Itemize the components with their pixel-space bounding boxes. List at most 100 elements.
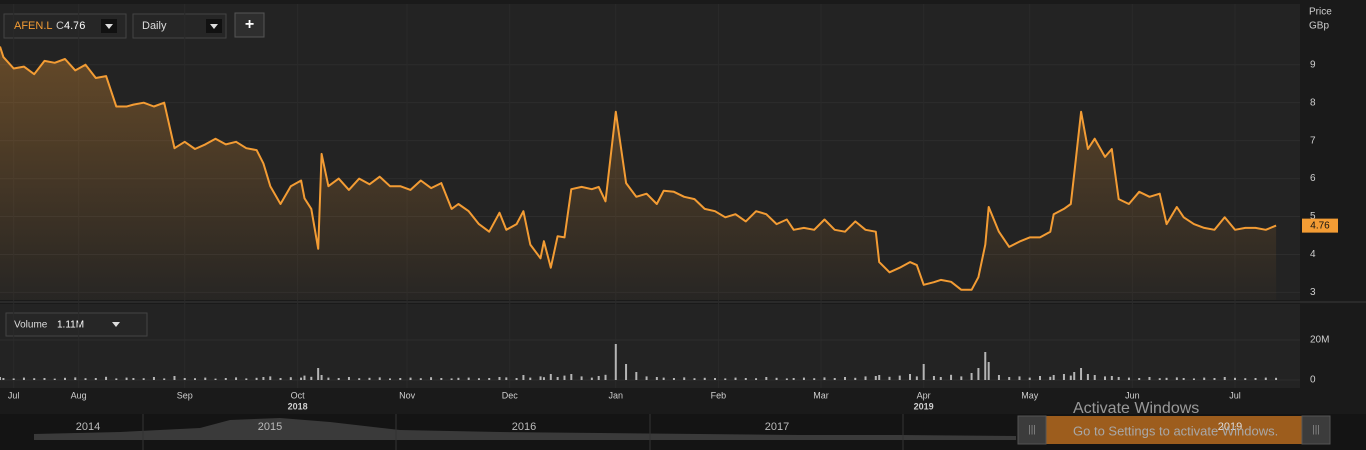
x-tick-label: Apr: [917, 390, 931, 400]
last-price-tag: [1302, 218, 1338, 233]
navigator-handle-left[interactable]: [1017, 415, 1047, 445]
volume-bar: [132, 378, 135, 380]
volume-bar: [505, 377, 508, 380]
volume-bar: [53, 378, 56, 380]
volume-bar: [662, 377, 665, 380]
volume-bar: [854, 377, 857, 380]
volume-bar: [1062, 374, 1065, 380]
volume-bar: [1182, 378, 1185, 380]
nav-year: 2017: [765, 421, 789, 433]
nav-year: 2016: [512, 421, 536, 433]
volume-bar: [960, 376, 963, 380]
navigator-handle-right[interactable]: [1301, 415, 1331, 445]
volume-bar: [74, 377, 77, 380]
close-label: C: [56, 20, 64, 32]
volume-bar: [693, 378, 696, 380]
handle-grip: |||: [1312, 425, 1320, 436]
volume-bar: [522, 375, 525, 380]
volume-bar: [570, 374, 573, 380]
volume-bar: [556, 377, 559, 380]
y-tick-label: 4: [1310, 249, 1316, 260]
price-line: [0, 46, 1277, 291]
volume-bar: [734, 377, 737, 380]
volume-bar: [64, 377, 66, 380]
volume-bar: [1110, 376, 1113, 380]
y-axis-label: Price: [1309, 7, 1332, 18]
volume-bar: [224, 378, 227, 380]
volume-bar: [1104, 376, 1106, 380]
volume-bar: [43, 378, 46, 380]
volume-bar: [163, 378, 166, 380]
y-tick-label: 6: [1310, 173, 1316, 184]
volume-current: 1.11M: [57, 320, 84, 331]
navigator-selection[interactable]: [1046, 416, 1302, 444]
volume-bar: [279, 378, 282, 380]
volume-bar: [1192, 378, 1195, 380]
volume-bar: [467, 377, 470, 380]
volume-bar: [457, 377, 460, 380]
volume-bar: [0, 377, 1, 380]
volume-bar: [440, 378, 443, 380]
volume-panel: [0, 304, 1300, 388]
volume-bar: [1138, 378, 1141, 380]
x-tick-label: Jun: [1125, 390, 1140, 400]
volume-bar: [950, 374, 953, 380]
arrow-icon: [105, 24, 113, 29]
y-tick-label: 20M: [1310, 335, 1329, 346]
volume-bar: [409, 377, 412, 380]
x-tick-label: Sep: [177, 390, 193, 400]
add-icon: +: [245, 16, 254, 33]
volume-bar: [655, 377, 658, 380]
volume-bar: [703, 377, 706, 380]
volume-bar: [1052, 375, 1055, 380]
volume-bar: [802, 377, 805, 380]
volume-bar: [844, 377, 846, 380]
volume-bar: [683, 377, 686, 380]
y-tick-label: 7: [1310, 135, 1316, 146]
y-tick-label: 5: [1310, 211, 1316, 222]
volume-bar: [269, 376, 272, 380]
volume-label: Volume: [14, 320, 48, 331]
volume-bar: [909, 374, 911, 380]
interval: Daily: [142, 20, 167, 32]
volume-bar: [898, 375, 901, 380]
volume-bar: [529, 377, 532, 380]
x-tick-label: Mar: [813, 390, 829, 400]
volume-bar: [477, 378, 480, 380]
volume-bar: [833, 378, 836, 380]
close-value: 4.76: [64, 20, 85, 32]
arrow-icon: [112, 322, 120, 327]
volume-bar: [1244, 378, 1247, 380]
volume-bar: [984, 352, 987, 380]
volume-bar: [204, 377, 207, 380]
volume-box[interactable]: [5, 312, 148, 337]
volume-bar: [1080, 368, 1083, 380]
volume-bar: [399, 378, 402, 380]
volume-bar: [970, 373, 973, 380]
volume-bar: [1028, 377, 1031, 380]
handle-grip: |||: [1028, 425, 1036, 436]
volume-bar: [1018, 376, 1021, 380]
last-price-label: 4.76: [1310, 220, 1330, 231]
volume-bar: [1223, 377, 1226, 380]
nav-year: 2019: [1218, 421, 1242, 433]
volume-bar: [214, 378, 217, 380]
volume-bar: [604, 374, 607, 380]
x-tick-label: Jan: [609, 390, 624, 400]
volume-bar: [498, 377, 501, 380]
add-button[interactable]: [234, 12, 265, 38]
volume-bar: [542, 377, 545, 380]
x-tick-label: Jul: [8, 390, 20, 400]
volume-bar: [775, 377, 778, 380]
navigator-silhouette: [34, 418, 1016, 440]
y-tick-label: 0: [1310, 375, 1316, 386]
volume-bar: [549, 374, 552, 380]
y-tick-label: 9: [1310, 59, 1316, 70]
volume-bar: [823, 377, 826, 380]
volume-bar: [539, 376, 542, 380]
volume-bar: [755, 378, 758, 380]
volume-bar: [1069, 375, 1072, 380]
x-tick-label: Oct: [291, 390, 306, 400]
volume-bar: [1117, 377, 1120, 380]
x-tick-label: Feb: [711, 390, 727, 400]
